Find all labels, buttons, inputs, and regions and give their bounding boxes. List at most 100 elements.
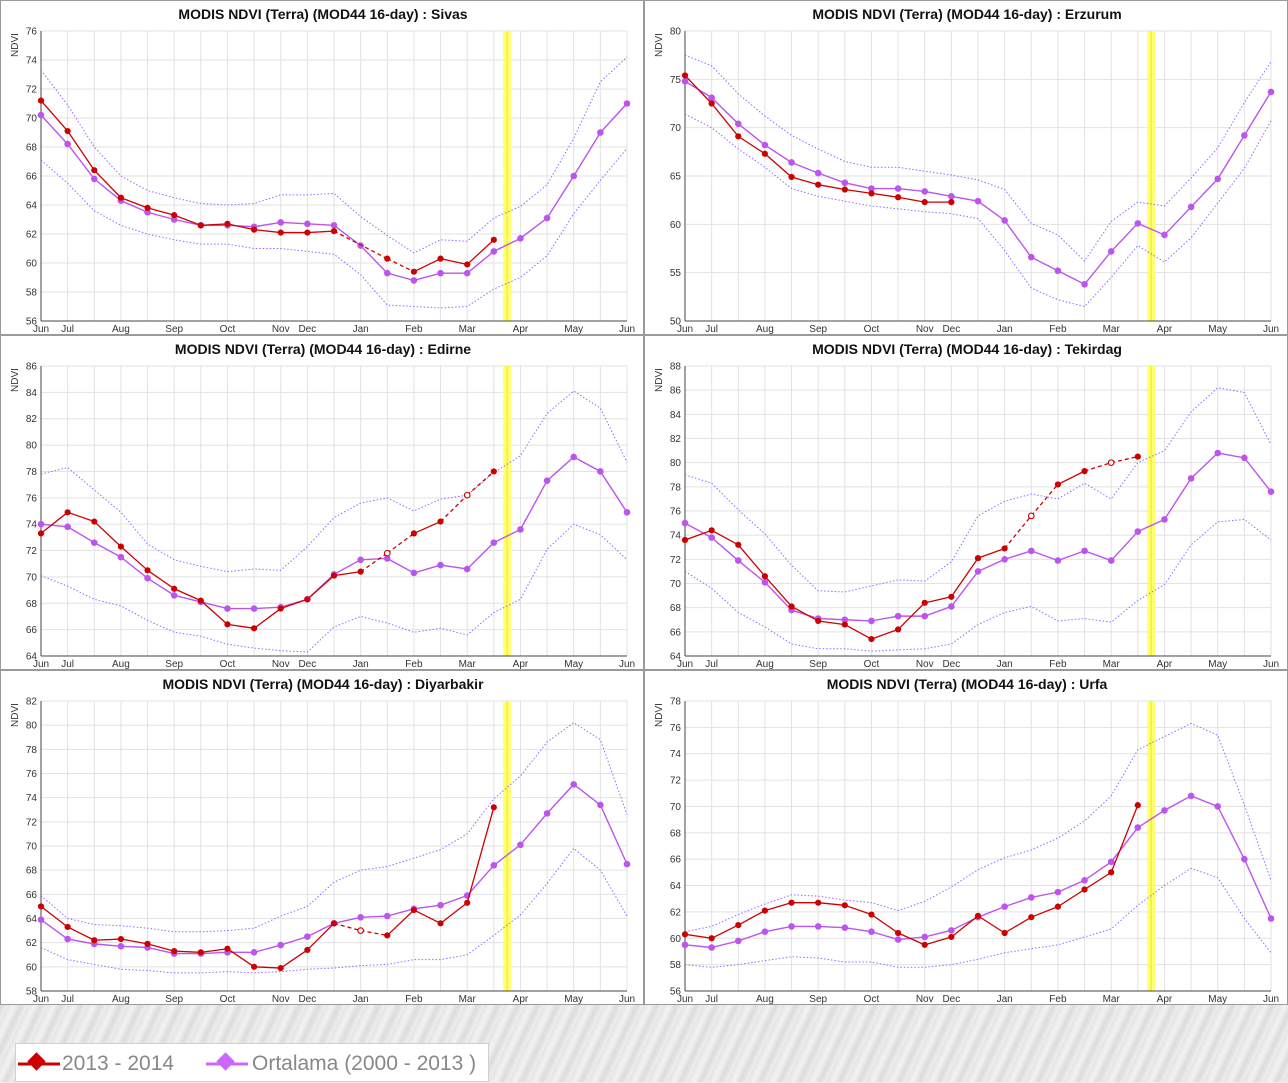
series-current-segment: [1057, 470, 1085, 485]
series-current-point: [437, 518, 444, 525]
series-current-point: [37, 903, 45, 910]
series-current-point: [735, 133, 742, 140]
series-average-point: [517, 841, 524, 849]
y-tick-label: 56: [670, 987, 682, 998]
x-tick-label: Feb: [1049, 994, 1067, 1005]
legend-swatches: [18, 1052, 248, 1071]
chart-title: MODIS NDVI (Terra) (MOD44 16-day) : Erzu…: [812, 6, 1121, 22]
x-tick-label: Jun: [33, 994, 49, 1005]
y-tick-label: 84: [670, 410, 682, 421]
chart-svg: 58 60 62 64 66 68 70 72 74 76 78 80 82 Jun Jul Aug Sep Oc…: [10, 676, 635, 1005]
y-tick-label: 86: [670, 386, 682, 397]
x-tick-label: Aug: [112, 994, 130, 1005]
x-tick-label: May: [1208, 659, 1227, 670]
series-current-point: [330, 572, 338, 579]
series-current-point: [894, 929, 902, 937]
series-current-point: [490, 468, 497, 475]
chart-svg: 64 66 68 70 72 74 76 78 80 82 84 86 88 Jun Jul Aug Sep Oc…: [654, 341, 1279, 670]
series-average-point: [841, 616, 849, 624]
y-tick-label: 58: [26, 987, 38, 998]
x-tick-label: Sep: [809, 659, 827, 670]
band-line-lower: [40, 523, 628, 653]
series-average-point: [437, 269, 444, 277]
series-current-segment: [147, 569, 175, 590]
series-average-point: [814, 923, 822, 930]
series-current-segment: [737, 544, 766, 577]
series-average-point: [1001, 556, 1008, 563]
y-tick-label: 68: [670, 603, 682, 614]
series-current-segment: [40, 905, 69, 928]
series-current-point: [815, 617, 822, 625]
series-average-point: [868, 617, 875, 625]
x-tick-label: Dec: [298, 324, 316, 335]
series-current-estimated-point: [357, 927, 364, 934]
x-tick-label: Jun: [677, 994, 693, 1005]
series-current-point: [144, 567, 151, 574]
series-current-segment: [307, 230, 335, 234]
series-current-segment: [440, 494, 468, 523]
series-current-segment: [120, 938, 148, 945]
series-current-segment: [93, 169, 122, 199]
series-current-segment: [711, 924, 739, 939]
series-average-point: [37, 520, 45, 528]
y-tick-label: 65: [670, 172, 682, 183]
x-tick-label: Nov: [272, 324, 290, 335]
x-tick-label: Jun: [677, 659, 693, 670]
y-axis-label: NDVI: [10, 368, 21, 392]
series-current-segment: [147, 943, 175, 952]
y-tick-label: 88: [670, 362, 682, 373]
series-current-point: [735, 921, 742, 929]
series-current-segment: [950, 915, 979, 938]
y-tick-label: 76: [670, 507, 682, 518]
series-average-point: [894, 185, 902, 192]
series-average-point: [543, 214, 551, 222]
series-average-point: [623, 509, 631, 516]
series-average-point: [1027, 894, 1035, 901]
series-average-point: [841, 179, 849, 187]
series-current-point: [384, 255, 391, 262]
x-tick-label: Jun: [619, 324, 635, 335]
y-tick-label: 82: [26, 414, 38, 425]
series-current-segment: [200, 600, 228, 625]
x-tick-label: Mar: [1103, 994, 1121, 1005]
series-current-segment: [924, 596, 952, 604]
series-average-point: [463, 565, 471, 573]
series-current-segment: [818, 902, 845, 906]
y-tick-label: 70: [670, 802, 682, 813]
x-tick-label: Aug: [112, 659, 130, 670]
series-current-segment: [871, 192, 899, 198]
x-tick-label: Jun: [677, 324, 693, 335]
series-average-point: [490, 539, 498, 546]
y-tick-label: 78: [26, 745, 38, 756]
series-current-segment: [897, 602, 926, 630]
series-average-point: [490, 862, 498, 869]
y-tick-label: 66: [26, 172, 38, 183]
y-tick-label: 64: [26, 201, 38, 212]
series-current-point: [64, 509, 71, 516]
series-average-point: [1027, 253, 1035, 261]
x-tick-label: Sep: [165, 324, 183, 335]
series-current-segment: [173, 588, 202, 602]
x-tick-label: Jan: [997, 659, 1013, 670]
series-current-segment: [227, 623, 255, 629]
series-current-point: [37, 530, 45, 537]
y-tick-label: 72: [670, 776, 682, 787]
series-average-point: [814, 169, 822, 177]
y-tick-label: 80: [26, 441, 38, 452]
series-average-point: [841, 924, 849, 932]
series-current-point: [948, 199, 955, 206]
series-current-point: [1054, 481, 1062, 488]
series-average-point: [1054, 888, 1062, 896]
series-current-segment: [871, 628, 899, 640]
x-tick-label: Dec: [942, 659, 960, 670]
series-current-point: [490, 804, 497, 811]
x-tick-label: May: [564, 324, 583, 335]
series-average-point: [250, 605, 258, 612]
series-current-point: [681, 536, 689, 544]
y-tick-label: 70: [26, 572, 38, 583]
y-axis-label: NDVI: [654, 368, 665, 392]
x-tick-label: Nov: [272, 994, 290, 1005]
series-current-segment: [200, 223, 228, 226]
series-current-point: [948, 593, 955, 600]
series-average-point: [570, 172, 578, 180]
